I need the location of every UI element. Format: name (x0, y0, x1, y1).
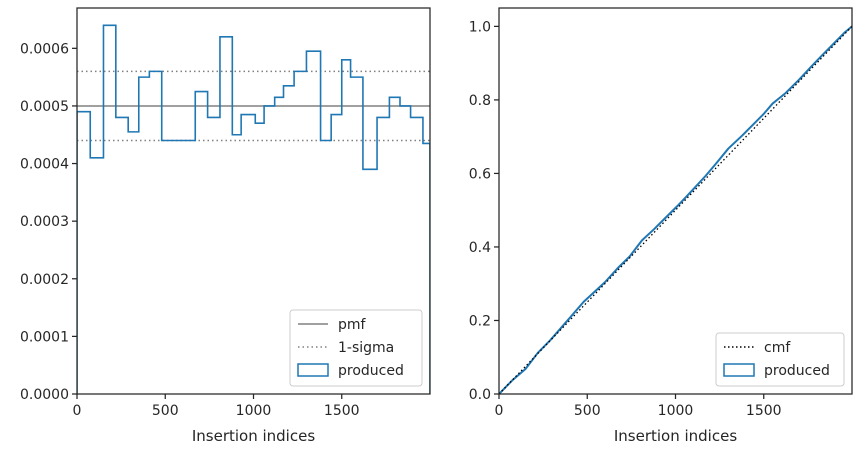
x-tick-label: 500 (574, 403, 601, 419)
cumulative-x-axis-label: Insertion indices (614, 427, 737, 445)
x-tick-label: 500 (152, 403, 179, 419)
histogram-panel: 0 500 1000 1500 0.0000 0.0001 0.0002 0.0003 0.00… (20, 7, 431, 445)
x-tick-label: 0 (495, 403, 504, 419)
x-tick-label: 1500 (746, 403, 782, 419)
cumulative-legend: cmf produced (715, 332, 845, 387)
legend-cmf-label: cmf (764, 340, 791, 356)
y-tick-label: 0.8 (469, 93, 491, 109)
cmf-line (499, 25, 852, 394)
legend-pmf-label: pmf (338, 317, 367, 333)
histogram-ticks: 0 500 1000 1500 0.0000 0.0001 0.0002 0.0003 0.00… (20, 41, 360, 419)
y-tick-label: 0.0000 (20, 387, 69, 403)
produced-cumulative-line (499, 25, 852, 394)
cumulative-plot-area (499, 25, 852, 394)
cumulative-ticks: 0 500 1000 1500 0.0 0.2 0.4 0.6 0.8 1.0 (469, 19, 782, 419)
y-tick-label: 0.0004 (20, 157, 69, 173)
produced-histogram (77, 24, 430, 394)
legend-produced-label: produced (764, 363, 830, 379)
x-tick-label: 0 (73, 403, 82, 419)
y-tick-label: 0.0005 (20, 99, 69, 115)
y-tick-label: 1.0 (469, 19, 491, 35)
legend-1-sigma-label: 1-sigma (338, 340, 394, 356)
y-tick-label: 0.2 (469, 313, 491, 329)
histogram-x-axis-label: Insertion indices (192, 427, 315, 445)
legend-box (289, 309, 423, 387)
legend-produced-label: produced (338, 363, 404, 379)
histogram-legend: pmf 1-sigma produced (289, 309, 423, 387)
x-tick-label: 1500 (324, 403, 360, 419)
y-tick-label: 0.0001 (20, 329, 69, 345)
y-tick-label: 0.4 (469, 240, 491, 256)
legend-produced-swatch (723, 363, 755, 377)
y-tick-label: 0.0003 (20, 214, 69, 230)
legend-produced-swatch (297, 363, 329, 377)
cumulative-panel: 0 500 1000 1500 0.0 0.2 0.4 0.6 0.8 1.0 Insertion… (469, 7, 853, 445)
y-tick-label: 0.0006 (20, 41, 69, 57)
histogram-plot-area (77, 24, 430, 394)
y-tick-label: 0.0002 (20, 272, 69, 288)
x-tick-label: 1000 (658, 403, 694, 419)
y-tick-label: 0.6 (469, 166, 491, 182)
x-tick-label: 1000 (236, 403, 272, 419)
y-tick-label: 0.0 (469, 387, 491, 403)
